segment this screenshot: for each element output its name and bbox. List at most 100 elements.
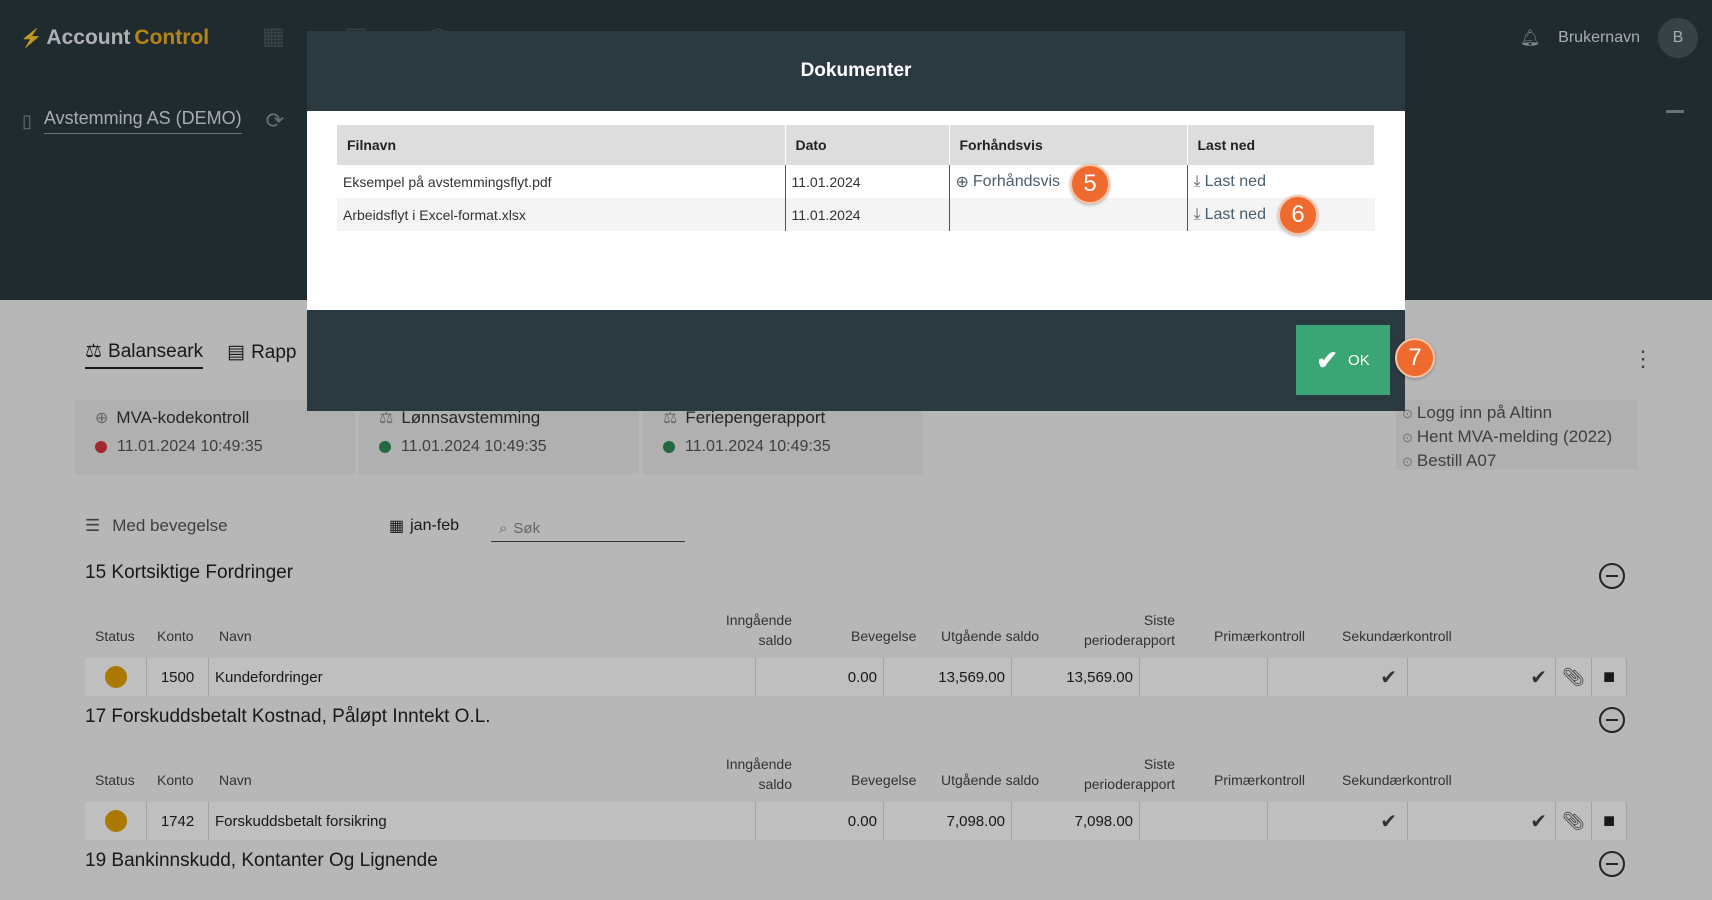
user-menu[interactable]: 🔔︎ Brukernavn B [1520,18,1698,58]
status-dot-yellow [104,810,127,832]
download-link[interactable]: ⤓ Last ned [1193,205,1266,223]
tab-label: Balanseark [108,340,204,362]
file-name: Arbeidsflyt i Excel-format.xlsx [337,198,786,231]
refresh-icon[interactable]: ⟳ [265,108,285,133]
status-dot-yellow [104,666,127,688]
status-dot-red [95,441,107,453]
more-options-icon[interactable]: ⋮ [1632,346,1654,371]
search-icon: ⌕ [499,520,508,537]
bell-icon[interactable]: 🔔︎ [1519,30,1541,47]
section-title: 15 Kortsiktige Fordringer [85,562,294,583]
company-name[interactable]: Avstemming AS (DEMO) [43,108,242,134]
control-card[interactable]: ⚖ Lønnsavstemming 11.01.2024 10:49:35 [359,400,639,474]
grid-icon[interactable]: ▦ [262,23,285,50]
col-forhandsvis: Forhåndsvis [949,125,1188,165]
status-dot-green [663,441,675,453]
download-icon: ⤓ [1193,205,1201,223]
document-row: Arbeidsflyt i Excel-format.xlsx 11.01.20… [337,198,1375,231]
paperclip-icon[interactable]: 📎︎ [1562,810,1585,831]
note-icon[interactable]: ■ [1602,665,1616,688]
dialog-title: Dokumenter [307,31,1405,111]
tab-bar: ⚖ Balanseark ▤ Rapp [85,340,296,369]
file-date: 11.01.2024 [785,198,950,231]
check-icon: ✔ [1316,344,1339,375]
paperclip-icon[interactable]: 📎︎ [1562,666,1585,687]
table-header: Status Konto Navn Inngående saldo Bevegel… [95,756,1452,792]
col-filnavn: Filnavn [337,125,786,165]
dialog-footer: ✔ OK [307,310,1405,411]
table-row[interactable]: 1500 Kundefordringer 0.00 13,569.00 13,5… [85,658,1627,696]
link-icon: ⊙ [1402,454,1413,469]
card-title: Feriepengerapport [685,408,826,427]
period-picker[interactable]: ▦ jan-feb [389,517,460,535]
altinn-links: ⊙ Logg inn på Altinn ⊙ Hent MVA-melding (2… [1396,400,1638,470]
step-badge: 7 [1395,338,1435,378]
check-icon[interactable]: ✔ [1380,666,1397,689]
altinn-login-link[interactable]: ⊙ Logg inn på Altinn [1402,403,1553,422]
tab-rapporter[interactable]: ▤ Rapp [227,340,296,369]
report-icon: ▤ [227,342,246,363]
section-title: 17 Forskuddsbetalt Kostnad, Påløpt Innte… [85,706,491,727]
file-name: Eksempel på avstemmingsflyt.pdf [337,165,786,198]
control-card[interactable]: ⊕ MVA-kodekontroll 11.01.2024 10:49:35 [75,400,355,474]
col-last-ned: Last ned [1187,125,1375,165]
calendar-icon: ▦ [389,518,405,535]
bolt-icon: ⚡ [20,27,43,48]
movement-filter[interactable]: ☰ Med bevegelse [85,516,228,535]
collapse-icon[interactable] [1599,707,1625,733]
dialog-body: Filnavn Dato Forhåndsvis Last ned Eksemp… [307,111,1405,310]
company-selector[interactable]: ▯ Avstemming AS (DEMO) ⟳ [22,108,284,134]
link-icon: ⊙ [1402,406,1413,421]
ok-button[interactable]: ✔ OK [1296,325,1390,395]
avatar[interactable]: B [1658,18,1698,58]
minimize-icon[interactable] [1666,110,1684,113]
card-date: 11.01.2024 10:49:35 [685,438,831,455]
file-date: 11.01.2024 [785,165,950,198]
collapse-icon[interactable] [1599,851,1625,877]
preview-link[interactable]: ⊕ Forhåndsvis [955,172,1061,191]
logo-text-account: Account [46,26,131,49]
control-card[interactable]: ⚖ Feriepengerapport 11.01.2024 10:49:35 [643,400,923,474]
document-row: Eksempel på avstemmingsflyt.pdf 11.01.20… [337,165,1375,198]
tab-label: Rapp [251,341,297,363]
card-title: MVA-kodekontroll [116,408,250,427]
tab-balanseark[interactable]: ⚖ Balanseark [85,340,204,369]
order-a07-link[interactable]: ⊙ Bestill A07 [1402,451,1497,470]
control-cards: ⊕ MVA-kodekontroll 11.01.2024 10:49:35 ⚖ L… [75,400,923,474]
empty-preview [949,198,1188,231]
username[interactable]: Brukernavn [1558,29,1640,46]
search-input[interactable]: ⌕ Søk [491,516,685,542]
download-icon: ⤓ [1193,172,1201,190]
section-title: 19 Bankinnskudd, Kontanter Og Lignende [85,850,438,871]
documents-dialog: Dokumenter Filnavn Dato Forhåndsvis Last… [307,31,1405,411]
documents-table: Filnavn Dato Forhåndsvis Last ned Eksemp… [337,125,1375,231]
check-icon[interactable]: ✔ [1380,810,1397,833]
building-icon: ▯ [22,110,32,131]
card-date: 11.01.2024 10:49:35 [401,438,547,455]
search-icon: ⊕ [95,410,109,427]
logo[interactable]: ⚡ Account Control [20,26,209,50]
status-dot-green [379,441,391,453]
check-icon[interactable]: ✔ [1530,666,1547,689]
step-badge: 5 [1070,164,1110,204]
scale-icon: ⚖ [85,341,103,362]
scale-icon: ⚖ [379,410,394,427]
sliders-icon: ☰ [85,516,101,535]
scale-icon: ⚖ [663,410,678,427]
download-link[interactable]: ⤓ Last ned [1193,172,1266,190]
card-title: Lønnsavstemming [401,408,541,427]
check-icon[interactable]: ✔ [1530,810,1547,833]
zoom-icon: ⊕ [955,173,969,191]
collapse-icon[interactable] [1599,563,1625,589]
ok-label: OK [1348,351,1370,369]
logo-text-control: Control [134,26,210,49]
fetch-vat-link[interactable]: ⊙ Hent MVA-melding (2022) [1402,427,1613,446]
col-dato: Dato [785,125,950,165]
table-header: Status Konto Navn Inngående saldo Bevegel… [95,612,1452,648]
filter-bar: ☰ Med bevegelse ▦ jan-feb ⌕ Søk [85,516,685,556]
card-date: 11.01.2024 10:49:35 [117,438,263,455]
step-badge: 6 [1278,195,1318,235]
link-icon: ⊙ [1402,430,1413,445]
table-row[interactable]: 1742 Forskuddsbetalt forsikring 0.00 7,0… [85,802,1627,840]
note-icon[interactable]: ■ [1602,809,1616,832]
